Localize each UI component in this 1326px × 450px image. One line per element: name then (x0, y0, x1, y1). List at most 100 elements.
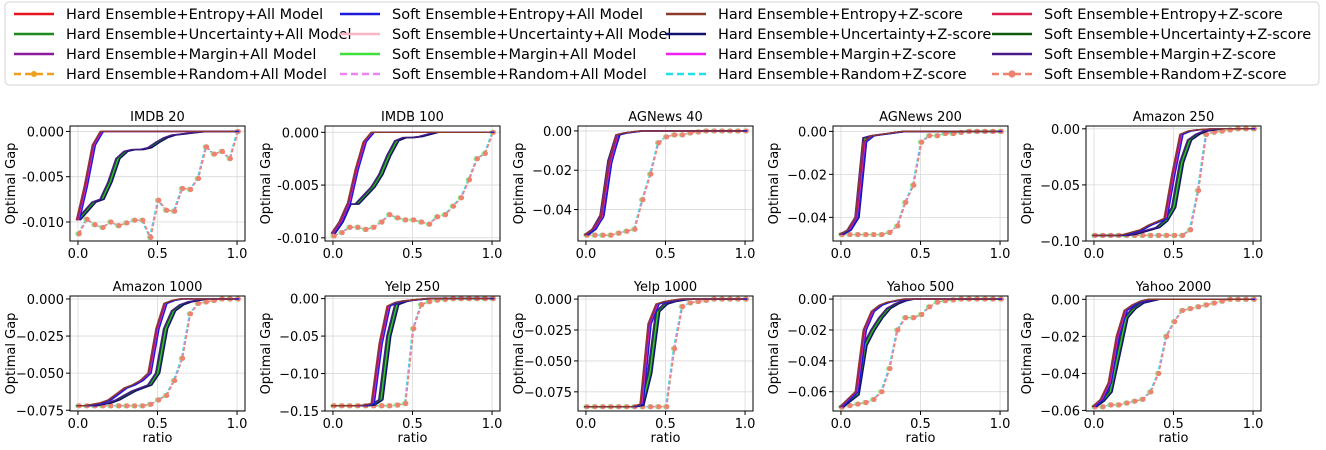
data-point-random-salmon (1164, 232, 1170, 238)
series-line-mid-3 (1095, 298, 1256, 408)
data-point-random-salmon (363, 226, 369, 232)
plot-area (583, 296, 749, 410)
legend-entry-soft-ensemble-margin-z-score: Soft Ensemble+Margin+Z-score (992, 47, 1276, 63)
x-tick-label: 0.5 (655, 247, 676, 262)
subplot-imdb-100: 0.0 0.5 1.0 0.000 -0.005 -0.010 IMDB 100 Optima… (259, 110, 502, 262)
data-point-random-salmon (950, 297, 957, 303)
y-axis-label: Optimal Gap (512, 143, 527, 225)
data-point-random-salmon (608, 232, 614, 238)
data-point-random-salmon (140, 217, 146, 223)
series-line-fast-4 (583, 130, 744, 236)
data-point-random-salmon (124, 403, 130, 409)
y-tick-label: −0.025 (16, 330, 64, 345)
data-point-random-salmon (339, 229, 345, 236)
data-point-random-salmon (1148, 232, 1154, 238)
series-line-random-all-soft (333, 298, 493, 407)
y-axis-label: Optimal Gap (4, 143, 19, 225)
x-tick-label: 1.0 (990, 247, 1011, 262)
subplot-title: AGNews 40 (628, 110, 703, 125)
series-line-fast-4 (75, 130, 236, 221)
legend-label: Soft Ensemble+Uncertainty+All Model (392, 27, 671, 43)
data-point-random-salmon (1188, 227, 1194, 233)
data-point-random-salmon (482, 150, 488, 157)
data-point-random-salmon (387, 403, 393, 409)
data-point-random-salmon (887, 229, 893, 236)
y-tick-label: −0.04 (787, 355, 827, 370)
data-point-random-salmon (1140, 396, 1146, 402)
data-point-random-salmon (1116, 402, 1122, 408)
y-axis-label: Optimal Gap (1020, 143, 1035, 225)
y-tick-label: −0.075 (16, 404, 64, 419)
x-tick-label: 1.0 (735, 247, 756, 262)
series-line-fast-4 (838, 298, 999, 408)
plot-area (838, 128, 1004, 238)
y-tick-label: 0.000 (535, 293, 572, 308)
y-axis-label: Optimal Gap (259, 313, 274, 395)
x-tick-label: 1.0 (735, 417, 756, 432)
legend-label: Soft Ensemble+Margin+Z-score (1044, 47, 1276, 63)
series-line-random-zscore-soft (334, 298, 494, 407)
data-point-random-salmon (855, 231, 861, 238)
data-point-random-salmon (672, 132, 678, 138)
legend-entry-hard-ensemble-random-z-score: Hard Ensemble+Random+Z-score (666, 67, 967, 83)
data-point-random-salmon (624, 228, 630, 234)
series-line-fast-4 (330, 131, 491, 235)
data-point-random-salmon (664, 404, 670, 410)
x-tick-label: 0.5 (655, 417, 676, 432)
y-axis-label: Optimal Gap (767, 313, 782, 395)
data-point-random-salmon (911, 182, 917, 188)
series-line-random-zscore-soft (78, 131, 239, 240)
data-point-random-salmon (195, 300, 202, 307)
legend-entry-hard-ensemble-entropy-z-score: Hard Ensemble+Entropy+Z-score (666, 7, 963, 23)
series-line-random-all-soft (78, 131, 239, 239)
x-tick-label: 0.0 (323, 417, 344, 432)
y-axis-label: Optimal Gap (259, 143, 274, 225)
series-line-mid-2 (585, 298, 745, 408)
data-point-random-salmon (847, 231, 853, 238)
legend-label: Hard Ensemble+Entropy+All Model (66, 7, 323, 23)
subplot-title: Amazon 1000 (113, 280, 203, 295)
data-point-random-salmon (331, 233, 337, 239)
data-point-random-salmon (935, 299, 941, 305)
data-point-random-salmon (1172, 232, 1178, 238)
data-point-random-salmon (863, 231, 869, 238)
data-point-random-salmon (927, 304, 933, 310)
x-tick-label: 0.5 (147, 417, 168, 432)
data-point-random-salmon (379, 219, 385, 225)
legend-entry-hard-ensemble-uncertainty-z-score: Hard Ensemble+Uncertainty+Z-score (666, 27, 991, 43)
plot-area (330, 296, 496, 409)
legend-label: Hard Ensemble+Random+All Model (66, 67, 327, 83)
series-line-mid-1 (586, 130, 747, 236)
data-point-random-salmon (458, 195, 465, 201)
data-point-random-salmon (84, 216, 90, 222)
series-line-fast-1 (78, 298, 238, 407)
x-tick-label: 0.0 (576, 247, 597, 262)
data-point-random-salmon (656, 404, 662, 410)
data-point-random-salmon (387, 212, 393, 218)
y-tick-label: −0.075 (524, 386, 572, 401)
data-point-random-salmon (474, 156, 481, 162)
data-point-random-salmon (148, 234, 154, 240)
series-line-mid-4 (584, 298, 744, 408)
data-point-random-salmon (427, 299, 433, 305)
data-point-random-salmon (1196, 187, 1202, 194)
data-point-random-salmon (1180, 307, 1186, 314)
series-line-mid-3 (842, 130, 1003, 236)
data-point-random-salmon (219, 148, 226, 154)
data-point-random-salmon (1156, 232, 1162, 238)
series-line-mid-1 (1094, 298, 1255, 408)
data-point-random-salmon (108, 403, 114, 409)
y-tick-label: −0.04 (787, 211, 827, 226)
legend-label: Hard Ensemble+Entropy+Z-score (718, 7, 963, 23)
data-point-random-salmon (632, 226, 638, 232)
series-line-fast-4 (331, 297, 491, 407)
data-point-random-salmon (855, 401, 861, 407)
series-line-fast-3 (842, 130, 1002, 236)
data-point-random-salmon (895, 223, 901, 229)
data-point-random-salmon (927, 133, 933, 139)
y-tick-label: 0.00 (1051, 123, 1080, 138)
legend-entry-hard-ensemble-entropy-all-model: Hard Ensemble+Entropy+All Model (14, 7, 323, 23)
series-line-mid-1 (334, 297, 494, 407)
x-tick-label: 1.0 (482, 247, 503, 262)
y-tick-label: 0.000 (282, 126, 319, 141)
